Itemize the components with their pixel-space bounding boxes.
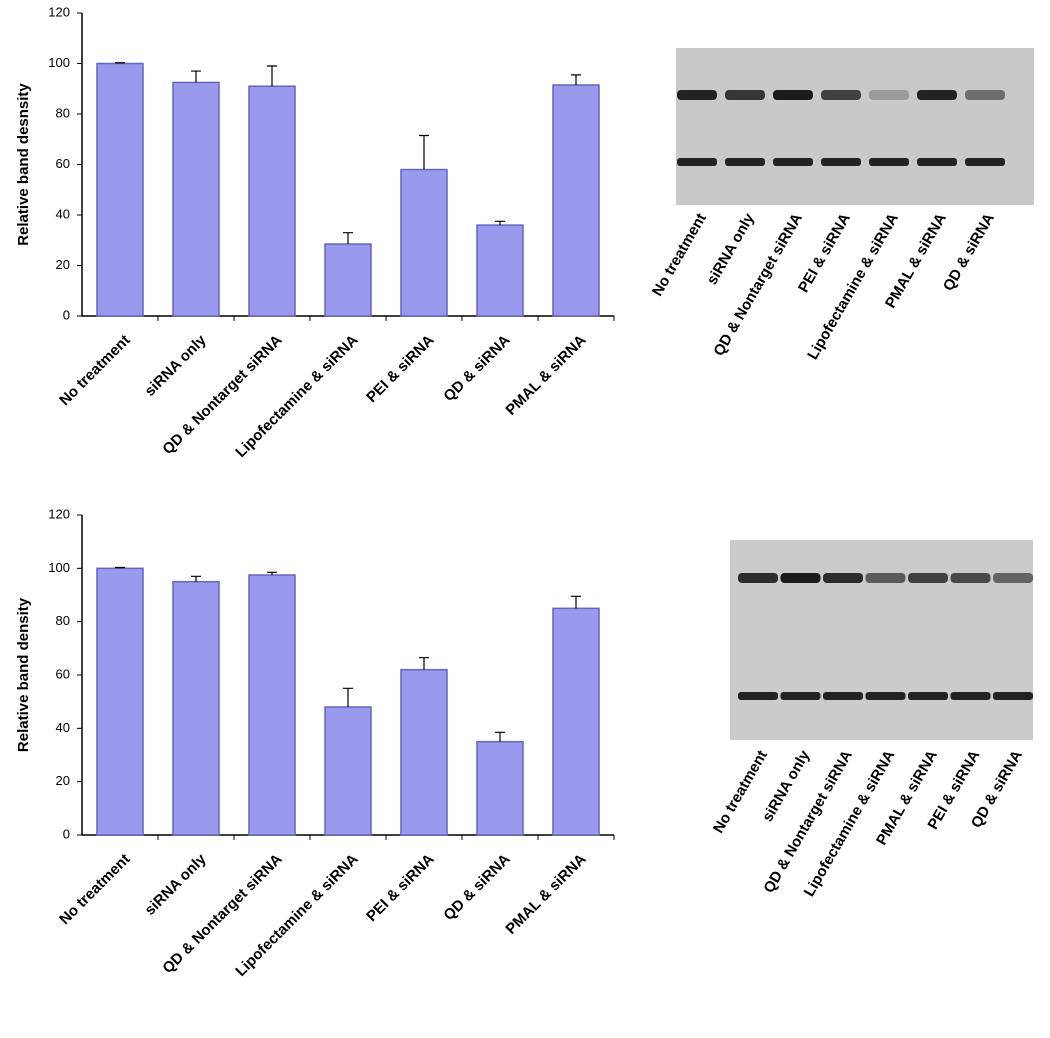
x-tick-label: PEI & siRNA xyxy=(363,851,438,926)
bar xyxy=(552,84,600,317)
error-bar xyxy=(419,657,429,670)
blot-band xyxy=(917,158,957,166)
blot-band xyxy=(865,573,906,583)
lane-label: No treatment xyxy=(649,210,710,299)
y-tick-label: 120 xyxy=(48,4,70,19)
y-tick-label: 20 xyxy=(56,773,70,788)
x-tick-label: Lipofectamine & siRNA xyxy=(232,331,361,460)
blot-band xyxy=(950,573,991,583)
y-tick-label: 20 xyxy=(56,257,70,272)
bar xyxy=(248,85,296,317)
y-tick-label: 0 xyxy=(63,307,70,322)
error-bar xyxy=(191,70,201,83)
error-bar xyxy=(343,687,353,707)
x-tick-label: siRNA only xyxy=(141,850,210,919)
blot-band xyxy=(869,158,909,166)
blot-band xyxy=(917,90,957,100)
lane-label: No treatment xyxy=(710,747,771,836)
blot-band xyxy=(908,573,948,583)
bar xyxy=(324,243,372,317)
blot-band xyxy=(993,692,1033,700)
bar xyxy=(324,706,372,836)
error-bar xyxy=(495,731,505,742)
blot-band xyxy=(738,692,778,700)
blot-band xyxy=(865,692,906,700)
error-bar xyxy=(495,220,505,226)
bar xyxy=(476,224,524,317)
x-tick-label: PMAL & siRNA xyxy=(502,851,589,938)
x-tick-label: siRNA only xyxy=(141,331,210,400)
bar xyxy=(248,574,296,836)
blot-band xyxy=(908,692,948,700)
bar xyxy=(96,62,144,317)
y-axis-label: Relative band density xyxy=(15,597,32,752)
blot-band xyxy=(965,90,1005,100)
error-bar xyxy=(267,65,277,87)
blot-band xyxy=(677,158,717,166)
y-tick-label: 80 xyxy=(56,613,70,628)
x-tick-label: PMAL & siRNA xyxy=(502,332,589,419)
x-tick-label: QD & siRNA xyxy=(440,851,513,924)
bar xyxy=(400,168,448,317)
blot-band xyxy=(993,573,1033,583)
blot-band xyxy=(725,158,765,166)
blot-band xyxy=(821,90,861,100)
x-tick-label: PEI & siRNA xyxy=(363,332,438,407)
blot-band xyxy=(823,692,863,700)
error-bar xyxy=(115,566,125,569)
blot-band xyxy=(677,90,717,100)
error-bar xyxy=(571,74,581,85)
blot-band xyxy=(773,90,813,100)
error-bar xyxy=(267,571,277,575)
blot-band xyxy=(725,90,765,100)
y-tick-label: 40 xyxy=(56,206,70,221)
lane-label: QD & siRNA xyxy=(940,210,998,294)
lane-label: siRNA only xyxy=(703,210,758,288)
blot-image xyxy=(676,48,1034,205)
bar xyxy=(476,740,524,836)
blot-image xyxy=(730,540,1033,740)
blot-band xyxy=(821,158,861,166)
bar xyxy=(96,567,144,836)
bar xyxy=(400,668,448,836)
blot-band xyxy=(869,90,909,100)
lane-label: QD & Nontarget siRNA xyxy=(710,210,806,359)
bar xyxy=(552,607,600,836)
bar xyxy=(172,81,220,317)
blot-band xyxy=(780,692,821,700)
y-tick-label: 60 xyxy=(56,156,70,171)
error-bar xyxy=(191,575,201,582)
blot-band xyxy=(773,158,813,166)
x-tick-label: No treatment xyxy=(56,332,133,409)
y-tick-label: 100 xyxy=(48,560,70,575)
x-tick-label: Lipofectamine & siRNA xyxy=(232,850,361,979)
y-axis-label: Relative band desnsity xyxy=(15,83,32,246)
x-tick-label: No treatment xyxy=(56,851,133,928)
y-tick-label: 120 xyxy=(48,506,70,521)
y-tick-label: 0 xyxy=(63,826,70,841)
y-tick-label: 60 xyxy=(56,666,70,681)
lane-label: Lipofectamine & siRNA xyxy=(804,210,902,362)
blot-band xyxy=(823,573,863,583)
bar xyxy=(172,580,220,836)
y-tick-label: 80 xyxy=(56,105,70,120)
y-tick-label: 40 xyxy=(56,720,70,735)
blot-band xyxy=(950,692,991,700)
blot-band xyxy=(780,573,821,583)
error-bar xyxy=(115,62,125,64)
blot-band xyxy=(965,158,1005,166)
error-bar xyxy=(571,595,581,609)
y-tick-label: 100 xyxy=(48,55,70,70)
x-tick-label: QD & siRNA xyxy=(440,332,513,405)
blot-band xyxy=(738,573,778,583)
error-bar xyxy=(343,232,353,245)
error-bar xyxy=(419,134,429,170)
